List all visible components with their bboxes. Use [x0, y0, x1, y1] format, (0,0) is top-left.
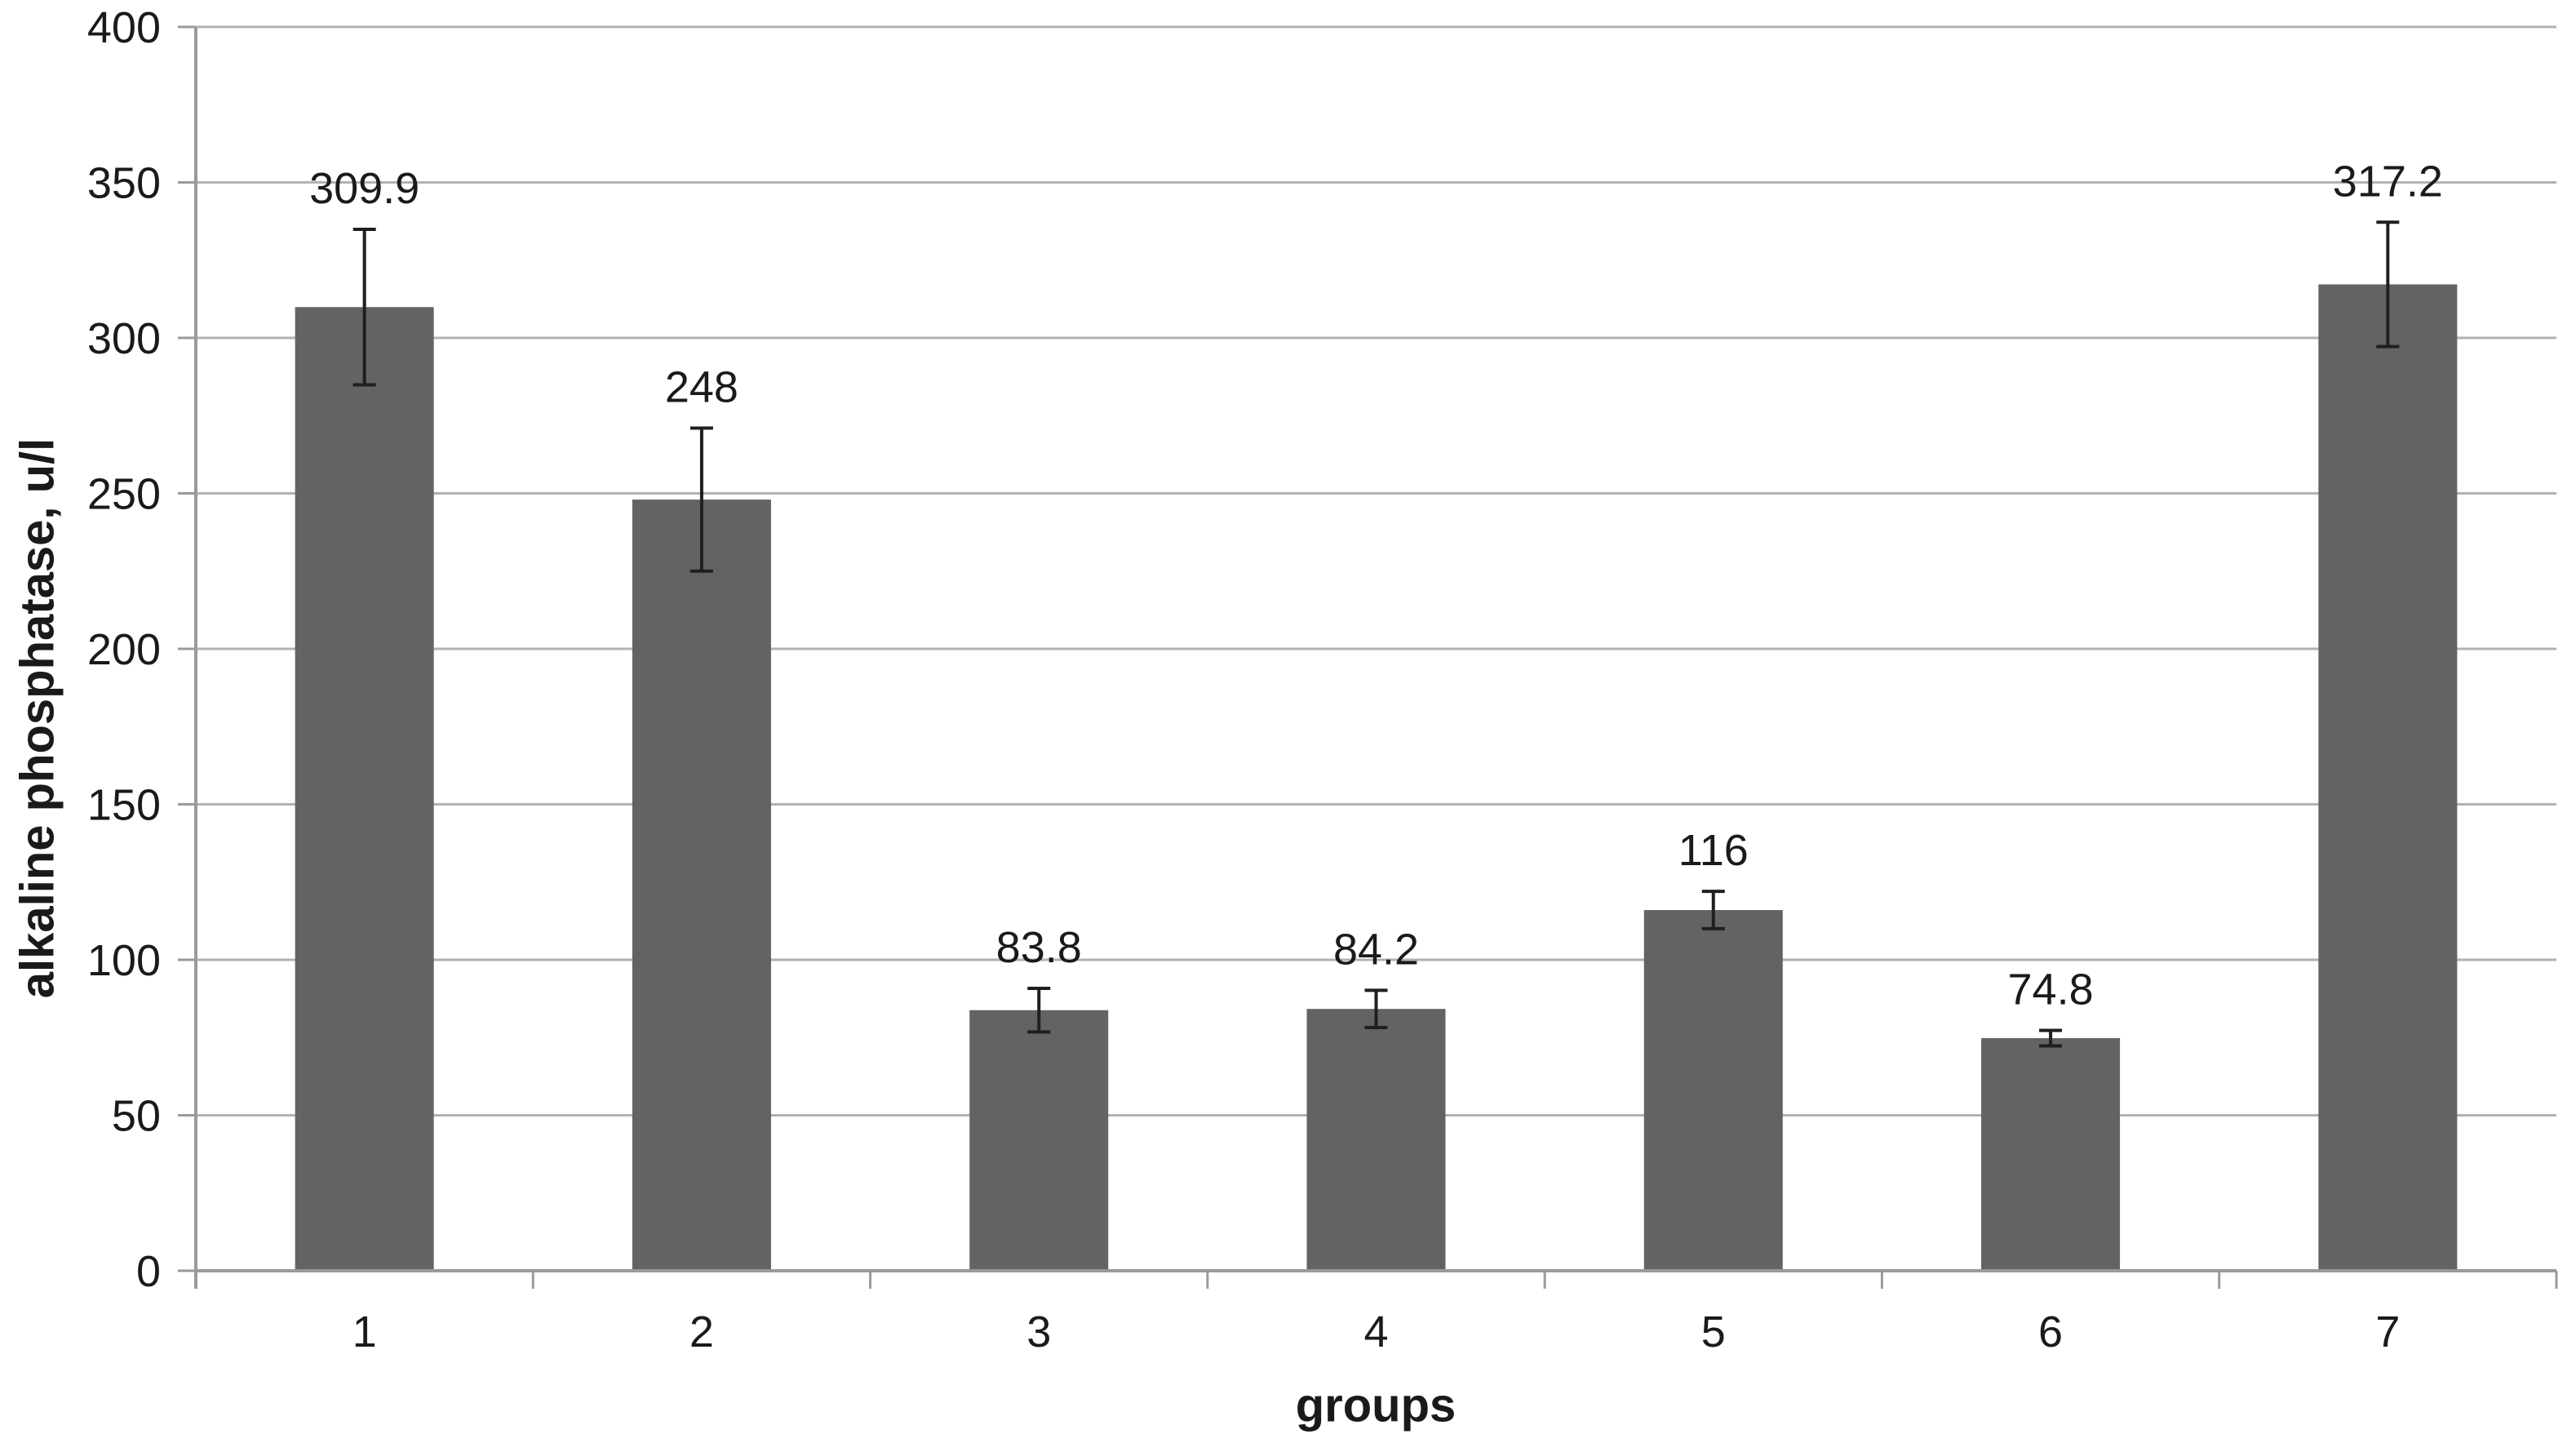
- data-label: 74.8: [2008, 965, 2094, 1014]
- category-label: 7: [2375, 1307, 2400, 1356]
- category-label: 6: [2038, 1307, 2063, 1356]
- y-tick-label: 400: [87, 3, 161, 52]
- y-tick-label: 350: [87, 159, 161, 208]
- category-label: 1: [352, 1307, 377, 1356]
- category-label: 3: [1026, 1307, 1051, 1356]
- bar: [1643, 910, 1783, 1271]
- data-label: 248: [665, 362, 738, 411]
- y-tick-label: 100: [87, 936, 161, 985]
- y-tick-label: 0: [136, 1247, 161, 1296]
- y-tick-label: 300: [87, 314, 161, 363]
- y-axis-title: alkaline phosphatase, u/l: [11, 437, 64, 999]
- bar: [1981, 1038, 2121, 1271]
- x-axis-title: groups: [1295, 1379, 1456, 1432]
- bar: [2318, 284, 2458, 1271]
- y-tick-label: 50: [112, 1092, 161, 1141]
- y-tick-label: 250: [87, 470, 161, 519]
- category-label: 4: [1363, 1307, 1388, 1356]
- bar: [295, 307, 434, 1271]
- data-label: 83.8: [996, 923, 1082, 972]
- data-label: 309.9: [309, 164, 419, 213]
- category-label: 5: [1701, 1307, 1726, 1356]
- y-tick-label: 150: [87, 781, 161, 830]
- bar: [632, 499, 771, 1271]
- data-label: 116: [1678, 826, 1749, 875]
- data-label: 317.2: [2333, 157, 2443, 206]
- bar: [1306, 1009, 1446, 1271]
- y-tick-label: 200: [87, 625, 161, 674]
- category-label: 2: [689, 1307, 714, 1356]
- data-label: 84.2: [1333, 925, 1419, 974]
- bar: [969, 1010, 1109, 1271]
